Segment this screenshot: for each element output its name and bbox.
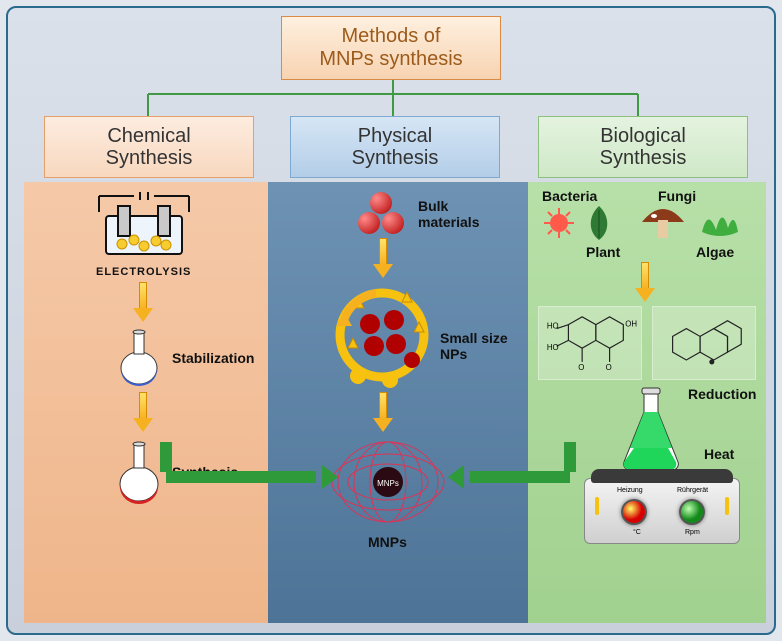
bulk-label2: materials bbox=[418, 214, 479, 230]
branch-biological: Biological Synthesis bbox=[538, 116, 748, 178]
title-line2: MNPs synthesis bbox=[319, 48, 462, 70]
title-line1: Methods of bbox=[342, 25, 441, 47]
arrow-down-icon bbox=[136, 392, 150, 432]
bulk-label1: Bulk bbox=[418, 198, 448, 214]
dial-stir-icon bbox=[679, 499, 705, 525]
title-box: Methods of MNPs synthesis bbox=[281, 16, 501, 80]
electrolysis-label: ELECTROLYSIS bbox=[96, 266, 191, 278]
electrolysis-icon bbox=[84, 188, 204, 266]
bulk-ball-icon bbox=[358, 212, 380, 234]
hotplate-icon: Heizung Rührgerät °C Rpm bbox=[584, 478, 740, 544]
svg-text:O: O bbox=[606, 363, 612, 372]
branch-physical: Physical Synthesis bbox=[290, 116, 500, 178]
arrow-down-icon bbox=[136, 282, 150, 322]
stabilization-label: Stabilization bbox=[172, 350, 254, 366]
panel-chemical: ELECTROLYSIS Stabilization bbox=[24, 182, 268, 623]
flask-blue-icon bbox=[114, 326, 164, 386]
algae-label: Algae bbox=[696, 244, 734, 260]
bulk-ball-icon bbox=[382, 212, 404, 234]
arrow-down-icon bbox=[638, 262, 652, 302]
svg-text:HO: HO bbox=[547, 343, 559, 352]
diagram-frame: Methods of MNPs synthesis Chemical Synth… bbox=[6, 6, 776, 635]
arrow-down-icon bbox=[376, 392, 390, 432]
arrow-down-icon bbox=[376, 238, 390, 278]
algae-icon bbox=[698, 202, 742, 240]
small-nps-label1: Small size bbox=[440, 330, 508, 346]
bacteria-label: Bacteria bbox=[542, 188, 597, 204]
reduction-label: Reduction bbox=[688, 386, 756, 402]
green-arrow-right-icon bbox=[166, 468, 326, 486]
svg-text:OH: OH bbox=[625, 320, 637, 329]
svg-text:HO: HO bbox=[547, 322, 559, 331]
fungi-icon bbox=[638, 202, 688, 242]
mnps-label: MNPs bbox=[368, 534, 407, 550]
panel-biological: Bacteria Fungi Plant Algae bbox=[528, 182, 766, 623]
small-nps-label2: NPs bbox=[440, 346, 467, 362]
chem-structure-2-icon bbox=[652, 306, 756, 380]
heat-label: Heat bbox=[704, 446, 734, 462]
mnp-magnetic-icon: MNPs bbox=[328, 434, 448, 530]
mnp-core-text: MNPs bbox=[377, 479, 399, 488]
bulk-ball-icon bbox=[370, 192, 392, 214]
small-nps-ring-icon bbox=[324, 280, 434, 390]
chem-structure-1-icon: HO HO O O OH bbox=[538, 306, 642, 380]
branch-chemical: Chemical Synthesis bbox=[44, 116, 254, 178]
dial-heat-icon bbox=[621, 499, 647, 525]
svg-text:O: O bbox=[578, 363, 584, 372]
bacteria-icon bbox=[542, 206, 576, 240]
green-arrow-left-icon bbox=[460, 468, 570, 486]
erlenmeyer-icon bbox=[616, 386, 686, 474]
plant-label: Plant bbox=[586, 244, 620, 260]
flask-red-icon bbox=[114, 438, 164, 504]
plant-icon bbox=[584, 204, 614, 242]
panel-physical: Bulk materials bbox=[268, 182, 528, 623]
